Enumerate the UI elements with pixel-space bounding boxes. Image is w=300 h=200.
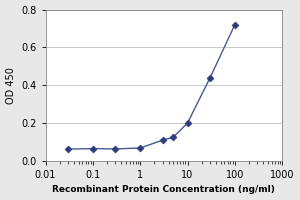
X-axis label: Recombinant Protein Concentration (ng/ml): Recombinant Protein Concentration (ng/ml… xyxy=(52,185,275,194)
Y-axis label: OD 450: OD 450 xyxy=(6,67,16,104)
